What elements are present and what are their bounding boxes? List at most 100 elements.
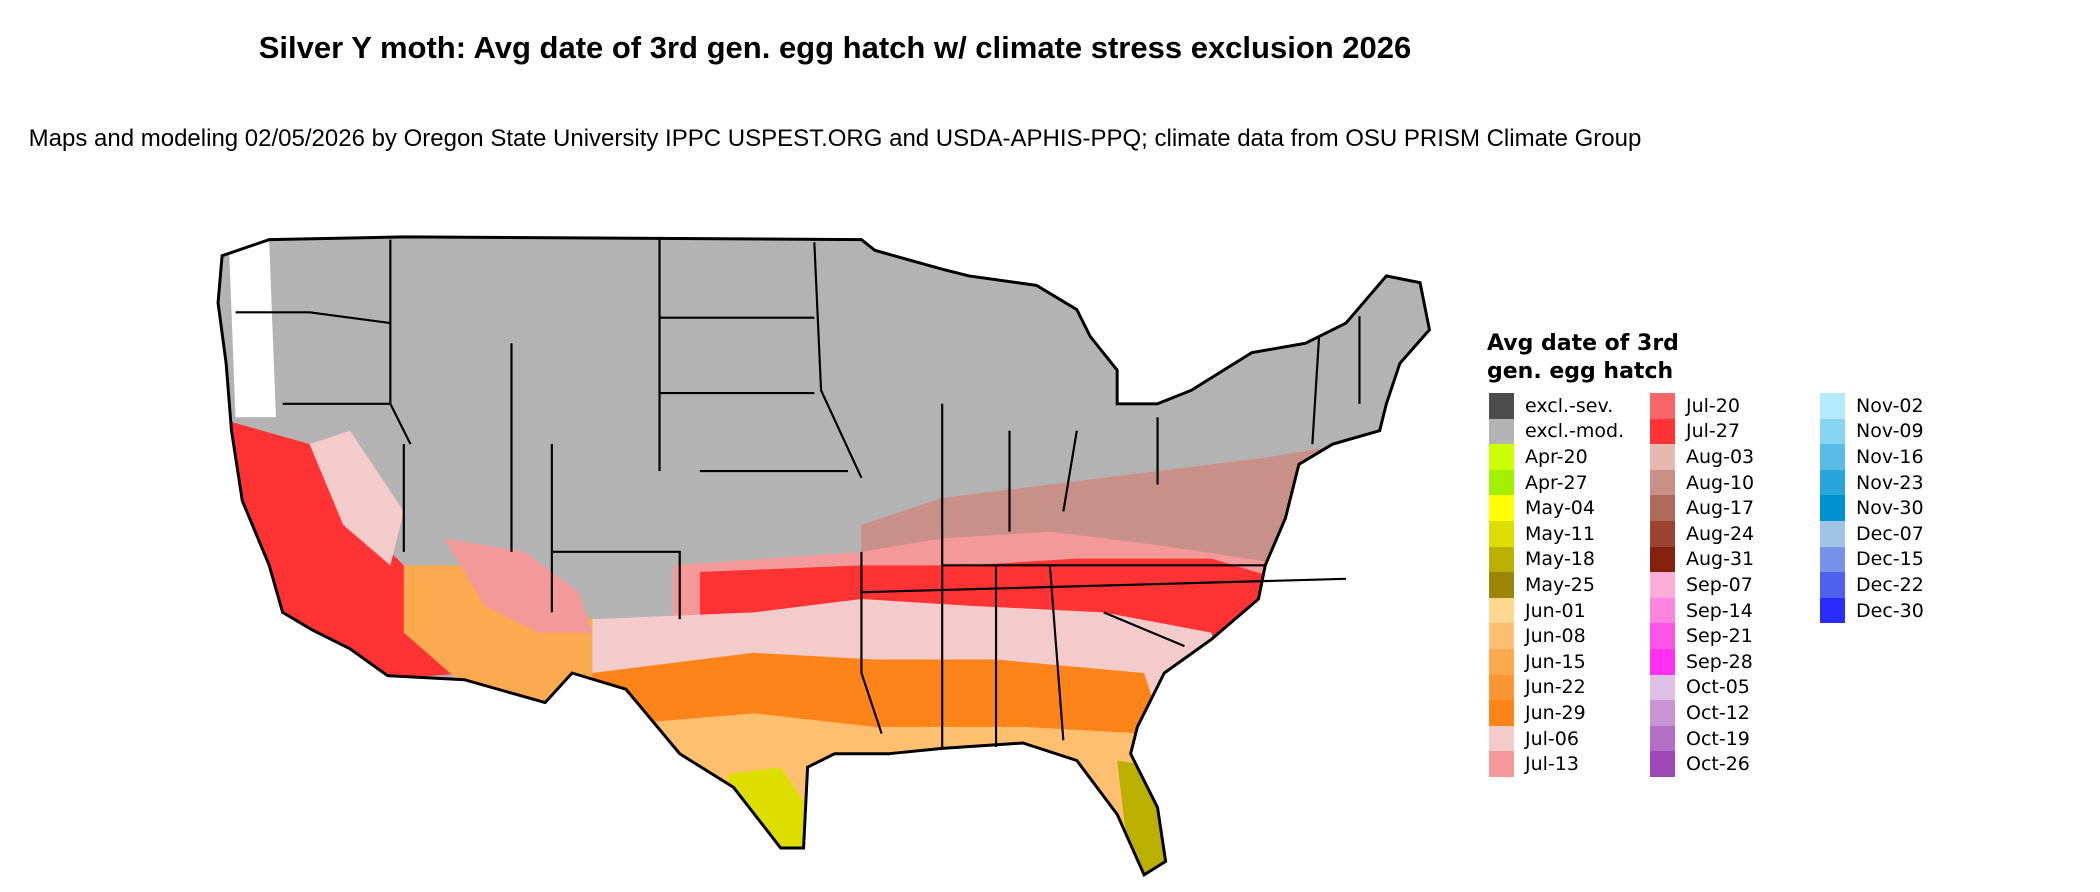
legend-item: Jul-20: [1650, 393, 1740, 419]
legend-item: Jul-27: [1650, 418, 1740, 445]
legend-swatch: [1650, 597, 1675, 624]
legend-label: Jun-29: [1525, 701, 1586, 724]
legend-label: Jun-22: [1525, 676, 1586, 699]
legend-swatch: [1489, 674, 1514, 701]
legend-item: Oct-19: [1650, 725, 1750, 752]
legend-swatch: [1489, 418, 1514, 445]
legend-label: Oct-19: [1686, 727, 1750, 750]
legend-label: Aug-17: [1686, 497, 1755, 520]
legend-label: Aug-31: [1686, 548, 1755, 571]
legend-swatch: [1489, 725, 1514, 752]
legend-label: Jun-15: [1525, 650, 1586, 673]
legend-item: Nov-30: [1820, 495, 1924, 521]
state-border: [282, 402, 412, 445]
legend-item: Aug-31: [1650, 546, 1755, 573]
legend-item: Dec-15: [1820, 546, 1924, 573]
legend-swatch: [1820, 393, 1845, 419]
legend-label: Jul-13: [1525, 753, 1579, 776]
legend-swatch: [1650, 469, 1675, 496]
legend-label: Nov-16: [1856, 445, 1924, 468]
legend-item: Dec-07: [1820, 521, 1924, 547]
map-title: Silver Y moth: Avg date of 3rd gen. egg …: [258, 30, 1412, 65]
state-border: [1103, 611, 1185, 648]
legend-label: Nov-09: [1856, 420, 1924, 443]
legend-label: Sep-14: [1686, 599, 1753, 622]
legend-swatch: [1650, 572, 1675, 598]
legend-item: Jun-29: [1489, 700, 1586, 726]
legend-item: Jun-01: [1489, 597, 1586, 624]
state-border: [551, 550, 681, 620]
legend-swatch: [1650, 751, 1675, 777]
legend-label: Jun-01: [1525, 599, 1586, 622]
legend-swatch: [1489, 700, 1514, 726]
legend-label: Apr-27: [1525, 471, 1588, 494]
legend-swatch: [1650, 495, 1675, 521]
legend-label: May-18: [1525, 548, 1595, 571]
legend-label: Dec-15: [1856, 548, 1924, 571]
legend-label: May-25: [1525, 573, 1595, 596]
legend-swatch: [1650, 444, 1675, 470]
legend-item: Nov-23: [1820, 469, 1924, 496]
legend-label: Jul-06: [1525, 727, 1579, 750]
legend-label: Oct-26: [1686, 753, 1750, 776]
legend-item: Nov-02: [1820, 393, 1924, 419]
legend-item: Apr-27: [1489, 469, 1588, 496]
legend-swatch: [1489, 469, 1514, 496]
legend-label: Oct-05: [1686, 676, 1750, 699]
legend-swatch: [1820, 572, 1845, 598]
legend-item: excl.-sev.: [1489, 393, 1613, 419]
legend-label: Nov-02: [1856, 394, 1924, 417]
legend-item: Jun-08: [1489, 623, 1586, 649]
legend-swatch: [1489, 546, 1514, 573]
legend-label: Dec-30: [1856, 599, 1924, 622]
legend-label: Jul-27: [1686, 420, 1740, 443]
state-borders: [235, 236, 1361, 748]
legend-item: May-25: [1489, 572, 1595, 598]
legend-swatch: [1820, 469, 1845, 496]
legend-swatch: [1489, 521, 1514, 547]
legend-label: Aug-03: [1686, 445, 1755, 468]
state-border: [235, 311, 391, 325]
state-border: [1048, 565, 1065, 741]
legend-swatch: [1820, 418, 1845, 445]
legend-item: Sep-07: [1650, 572, 1753, 598]
legend-swatch: [1650, 418, 1675, 445]
legend-swatch: [1489, 751, 1514, 777]
legend-title: Avg date of 3rd gen. egg hatch: [1487, 330, 1697, 386]
map-subtitle: Maps and modeling 02/05/2026 by Oregon S…: [28, 125, 1642, 152]
legend-label: Nov-23: [1856, 471, 1924, 494]
legend-title-text: Avg date of 3rd gen. egg hatch: [1487, 331, 1679, 384]
legend-swatch: [1650, 674, 1675, 701]
legend-item: Apr-20: [1489, 444, 1588, 470]
legend-label: Dec-22: [1856, 573, 1924, 596]
legend-item: May-04: [1489, 495, 1595, 521]
legend-swatch: [1650, 521, 1675, 547]
legend-item: Dec-22: [1820, 572, 1924, 598]
legend-label: Jun-08: [1525, 625, 1586, 648]
legend-label: Sep-07: [1686, 573, 1753, 596]
legend-swatch: [1489, 495, 1514, 521]
legend-swatch: [1820, 495, 1845, 521]
legend-item: May-18: [1489, 546, 1595, 573]
legend-label: Nov-30: [1856, 497, 1924, 520]
hatch-zone: [309, 430, 404, 566]
legend-label: Oct-12: [1686, 701, 1750, 724]
legend-swatch: [1650, 700, 1675, 726]
legend-swatch: [1489, 444, 1514, 470]
legend-swatch: [1820, 521, 1845, 547]
legend-swatch: [1820, 546, 1845, 573]
legend-item: Jun-15: [1489, 649, 1586, 675]
legend-swatch: [1820, 597, 1845, 624]
legend-item: Sep-28: [1650, 649, 1753, 675]
legend-item: Jul-06: [1489, 725, 1579, 752]
legend-item: Sep-21: [1650, 623, 1753, 649]
legend-label: Aug-24: [1686, 522, 1755, 545]
legend-item: Jul-13: [1489, 751, 1579, 777]
legend-item: excl.-mod.: [1489, 418, 1624, 445]
legend-item: Oct-05: [1650, 674, 1750, 701]
legend-item: Jun-22: [1489, 674, 1586, 701]
legend-item: Sep-14: [1650, 597, 1753, 624]
legend-swatch: [1650, 393, 1675, 419]
